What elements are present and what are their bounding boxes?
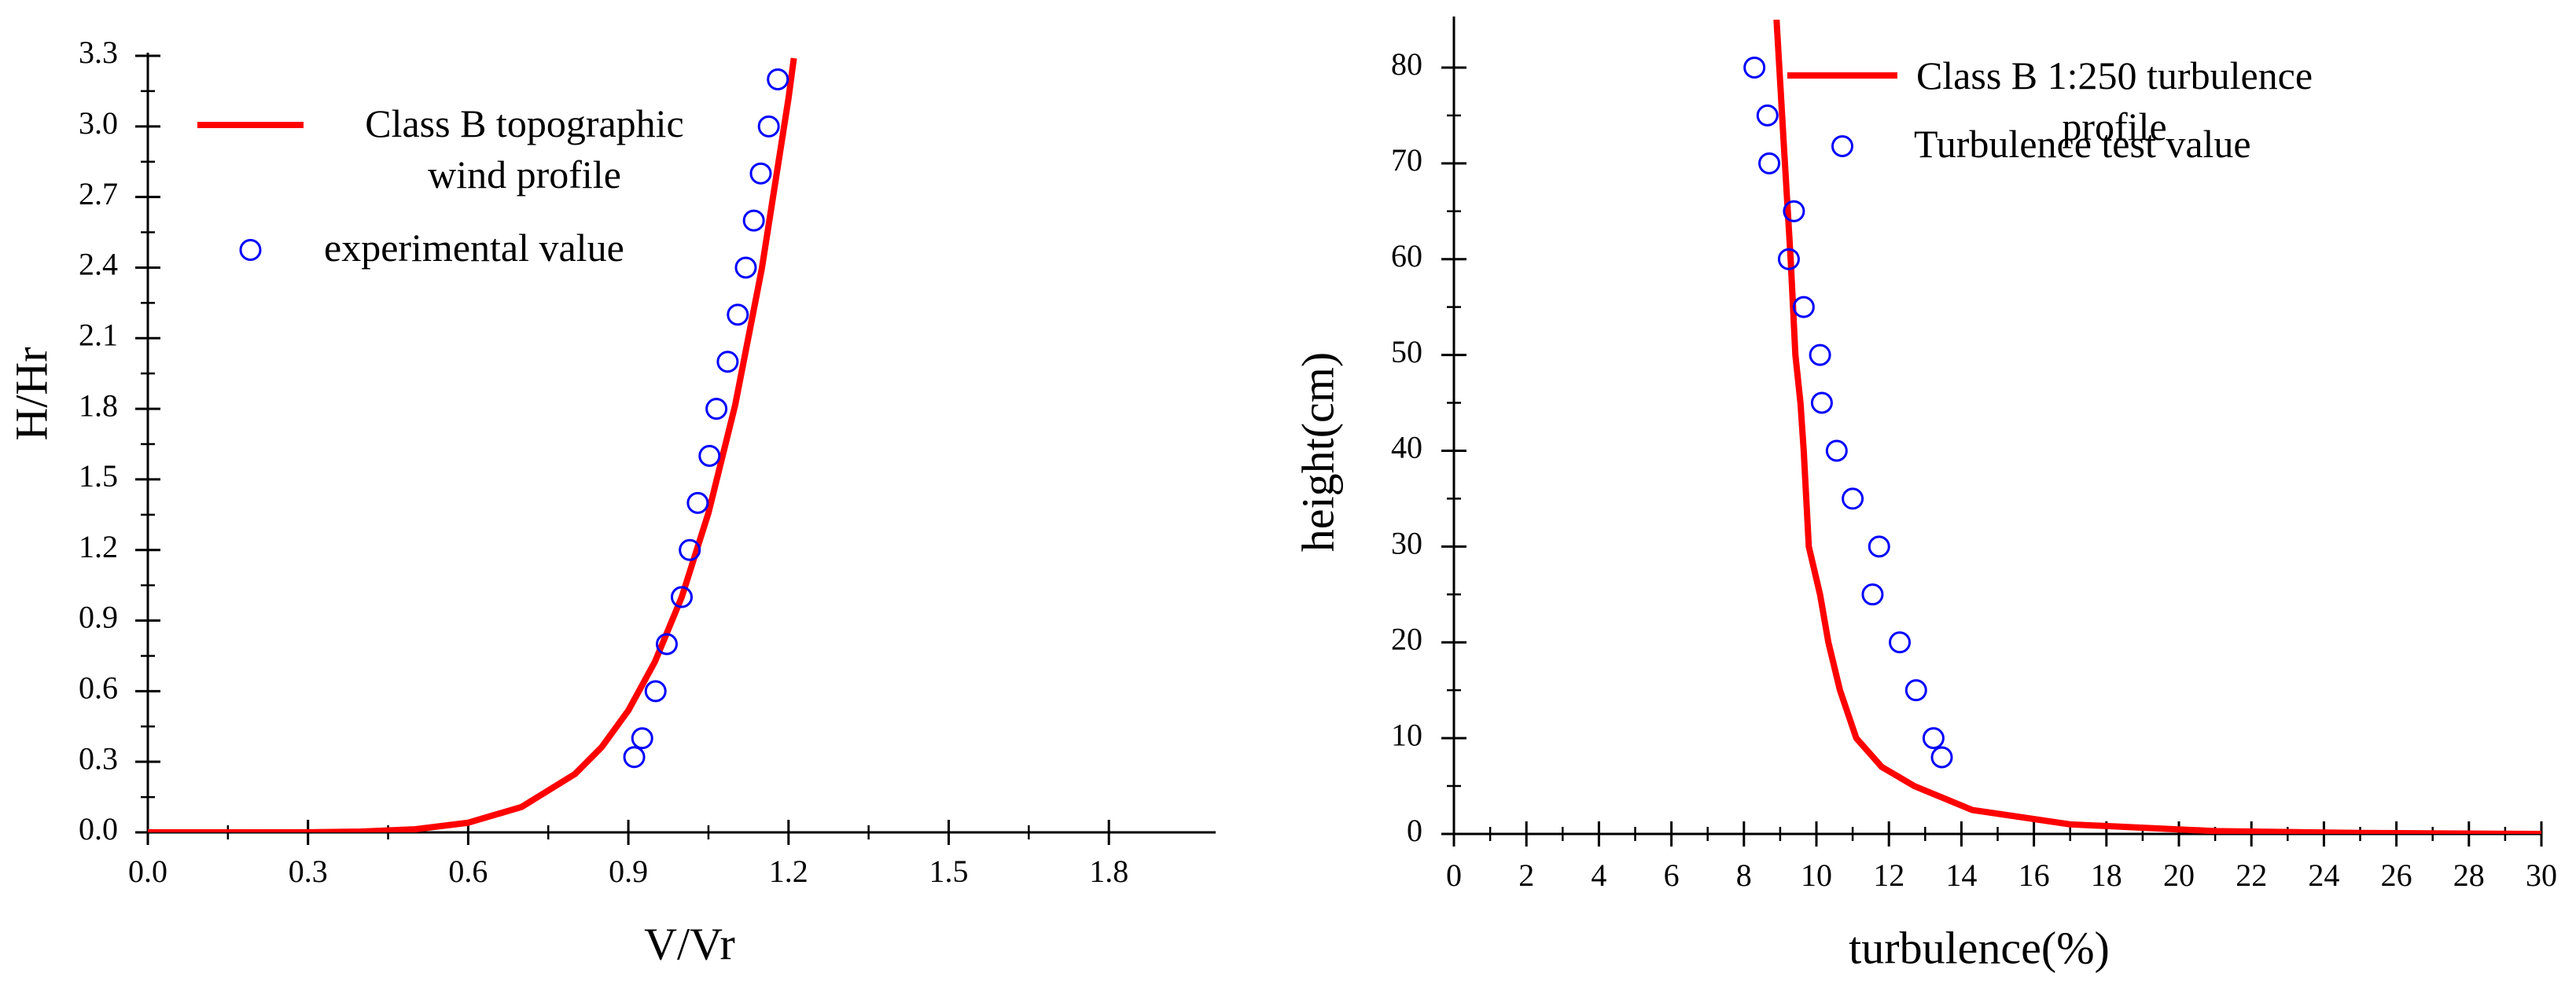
- x-tick-label: 4: [1591, 858, 1606, 893]
- data-point: [623, 746, 646, 769]
- data-point: [767, 68, 789, 90]
- x-tick-label: 0.3: [289, 854, 328, 889]
- data-point: [679, 538, 701, 561]
- y-tick-label: 60: [1391, 238, 1422, 274]
- y-tick-label: 2.7: [79, 176, 118, 211]
- y-tick-label: 10: [1391, 717, 1422, 752]
- data-point: [1922, 727, 1945, 750]
- data-point: [1861, 583, 1884, 606]
- y-tick-label: 1.8: [79, 387, 118, 423]
- profile-line: [1773, 20, 2541, 834]
- data-point: [734, 256, 757, 279]
- y-tick-label: 70: [1391, 142, 1422, 178]
- legend-box: Class B 1:250 turbulence profile: [1915, 53, 2313, 149]
- legend-marker: [1831, 135, 1853, 157]
- legend-label: experimental value: [324, 226, 624, 270]
- data-point: [1777, 248, 1800, 270]
- data-point: [698, 444, 721, 467]
- legend-marker: [239, 239, 262, 261]
- legend-label: Turbulence test value: [1914, 122, 2251, 166]
- plot-area: [1773, 20, 2541, 834]
- data-point: [1889, 631, 1912, 654]
- x-tick-label: 12: [1873, 858, 1904, 893]
- x-tick-label: 0.0: [128, 854, 167, 889]
- data-point: [1810, 391, 1833, 414]
- data-point: [686, 491, 709, 514]
- x-tick-label: 1.2: [769, 854, 808, 889]
- x-tick-label: 6: [1664, 858, 1680, 893]
- x-tick-label: 1.5: [929, 854, 969, 889]
- profile-line: [148, 57, 797, 832]
- legend-label: Class B 1:250 turbulence profile: [1915, 53, 2313, 149]
- y-tick-label: 2.4: [79, 247, 118, 282]
- x-tick-label: 14: [1945, 858, 1977, 893]
- x-axis-title: V/Vr: [644, 918, 735, 969]
- y-axis-title: H/Hr: [6, 347, 57, 440]
- data-point: [631, 727, 653, 750]
- data-point: [1758, 152, 1781, 174]
- data-point: [1930, 746, 1953, 769]
- x-tick-label: 1.8: [1089, 854, 1128, 889]
- x-axis-title: turbulence(%): [1849, 922, 2110, 973]
- y-tick-label: 40: [1391, 430, 1422, 465]
- data-point: [671, 586, 693, 608]
- y-tick-label: 0.9: [79, 600, 118, 635]
- y-tick-label: 3.0: [79, 105, 118, 141]
- data-point: [742, 209, 765, 232]
- x-tick-label: 20: [2163, 858, 2195, 893]
- data-point: [655, 633, 678, 656]
- data-point: [1842, 487, 1864, 510]
- data-point: [1809, 343, 1831, 366]
- y-tick-label: 3.3: [79, 35, 118, 70]
- y-tick-label: 80: [1391, 46, 1422, 82]
- y-tick-label: 2.1: [79, 317, 118, 352]
- x-tick-label: 0.9: [609, 854, 648, 889]
- y-tick-label: 0.0: [79, 811, 118, 847]
- x-tick-label: 10: [1801, 858, 1832, 893]
- x-tick-label: 26: [2381, 858, 2412, 893]
- data-point: [716, 351, 739, 373]
- legend-box: Turbulence test value: [1914, 122, 2251, 166]
- x-tick-label: 2: [1518, 858, 1534, 893]
- y-tick-label: 0.3: [79, 740, 118, 776]
- y-tick-label: 20: [1391, 621, 1422, 656]
- x-tick-label: 0.6: [448, 854, 488, 889]
- data-point: [705, 398, 728, 421]
- data-point: [1792, 296, 1815, 318]
- x-tick-label: 8: [1736, 858, 1752, 893]
- y-tick-label: 0.6: [79, 670, 118, 706]
- x-tick-label: 0: [1446, 858, 1462, 893]
- x-tick-label: 28: [2453, 858, 2485, 893]
- legend-label: Class B topographic wind profile: [365, 101, 684, 196]
- x-tick-label: 16: [2018, 858, 2050, 893]
- y-tick-label: 1.2: [79, 529, 118, 564]
- y-tick-label: 50: [1391, 334, 1422, 369]
- legend-box: Class B topographic wind profile: [365, 101, 684, 196]
- data-point: [1868, 535, 1890, 558]
- data-point: [644, 680, 667, 703]
- y-tick-label: 1.5: [79, 458, 118, 494]
- y-axis-title: height(cm): [1292, 352, 1343, 552]
- data-point: [749, 162, 772, 185]
- data-point: [1904, 679, 1927, 702]
- data-point: [1783, 200, 1805, 222]
- plot-area: [148, 57, 797, 832]
- data-point: [1756, 104, 1779, 127]
- data-point: [757, 115, 780, 138]
- y-tick-label: 0: [1407, 813, 1422, 848]
- x-tick-label: 24: [2308, 858, 2339, 893]
- x-tick-label: 22: [2236, 858, 2267, 893]
- legend-box: experimental value: [324, 226, 624, 270]
- data-point: [727, 303, 749, 326]
- data-point: [1743, 56, 1766, 79]
- y-tick-label: 30: [1391, 526, 1422, 561]
- x-tick-label: 18: [2091, 858, 2122, 893]
- data-point: [1825, 439, 1848, 462]
- x-tick-label: 30: [2526, 858, 2557, 893]
